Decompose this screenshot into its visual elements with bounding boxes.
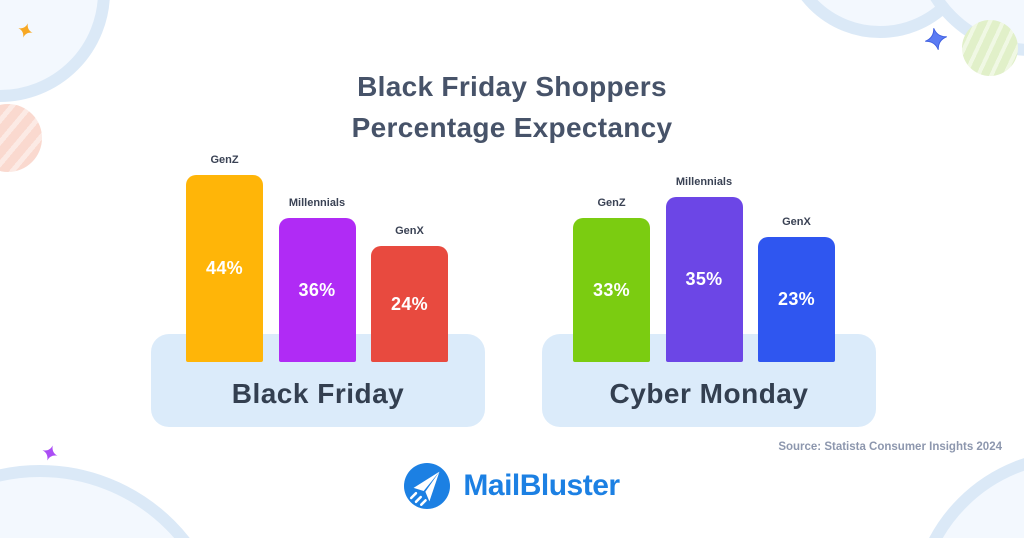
bar-group-black-friday: GenZ 44% Millennials 36% GenX 24%: [186, 140, 448, 362]
brand-logo: MailBluster: [0, 463, 1024, 509]
bar-column: GenX 23%: [758, 216, 835, 362]
bar-genx-cyber-monday: 23%: [758, 237, 835, 362]
bar-genz-cyber-monday: 33%: [573, 218, 650, 362]
bar-column: GenX 24%: [371, 225, 448, 362]
bar-millennials-black-friday: 36%: [278, 218, 356, 362]
green-planet-icon: [962, 20, 1018, 76]
bar-value-label: 35%: [685, 269, 723, 289]
bar-genx-black-friday: 24%: [371, 246, 448, 362]
bar-group-cyber-monday: GenZ 33% Millennials 35% GenX 23%: [573, 140, 835, 362]
bar-millennials-cyber-monday: 35%: [665, 197, 743, 362]
orange-sparkle-icon: [18, 23, 33, 38]
chart-title-line1: Black Friday Shoppers: [357, 71, 667, 102]
paper-plane-icon: [404, 463, 451, 509]
purple-sparkle-icon: [42, 445, 58, 461]
group-label-black-friday: Black Friday: [231, 378, 405, 409]
category-label: Millennials: [675, 176, 733, 188]
category-label: GenX: [782, 216, 811, 228]
bar-genz-black-friday: 44%: [186, 175, 263, 362]
group-label-cyber-monday: Cyber Monday: [609, 378, 809, 409]
brand-name: MailBluster: [463, 469, 620, 502]
bar-column: GenZ 44%: [186, 154, 263, 362]
bar-value-label: 36%: [298, 279, 336, 300]
category-label: GenZ: [210, 154, 239, 166]
bar-value-label: 33%: [593, 279, 630, 300]
bar-column: GenZ 33%: [573, 197, 650, 362]
bar-value-label: 24%: [391, 293, 428, 314]
bar-column: Millennials 35%: [665, 176, 743, 362]
bar-column: Millennials 36%: [278, 197, 356, 362]
bar-value-label: 23%: [778, 289, 815, 309]
bar-value-label: 44%: [206, 258, 243, 278]
category-label: GenX: [395, 225, 424, 237]
chart-title-line2: Percentage Expectancy: [351, 112, 673, 143]
blue-sparkle-icon: [925, 28, 947, 50]
chart-title: Black Friday Shoppers Percentage Expecta…: [0, 66, 1024, 148]
category-label: GenZ: [597, 197, 626, 209]
source-attribution: Source: Statista Consumer Insights 2024: [778, 441, 1002, 453]
category-label: Millennials: [288, 197, 346, 209]
